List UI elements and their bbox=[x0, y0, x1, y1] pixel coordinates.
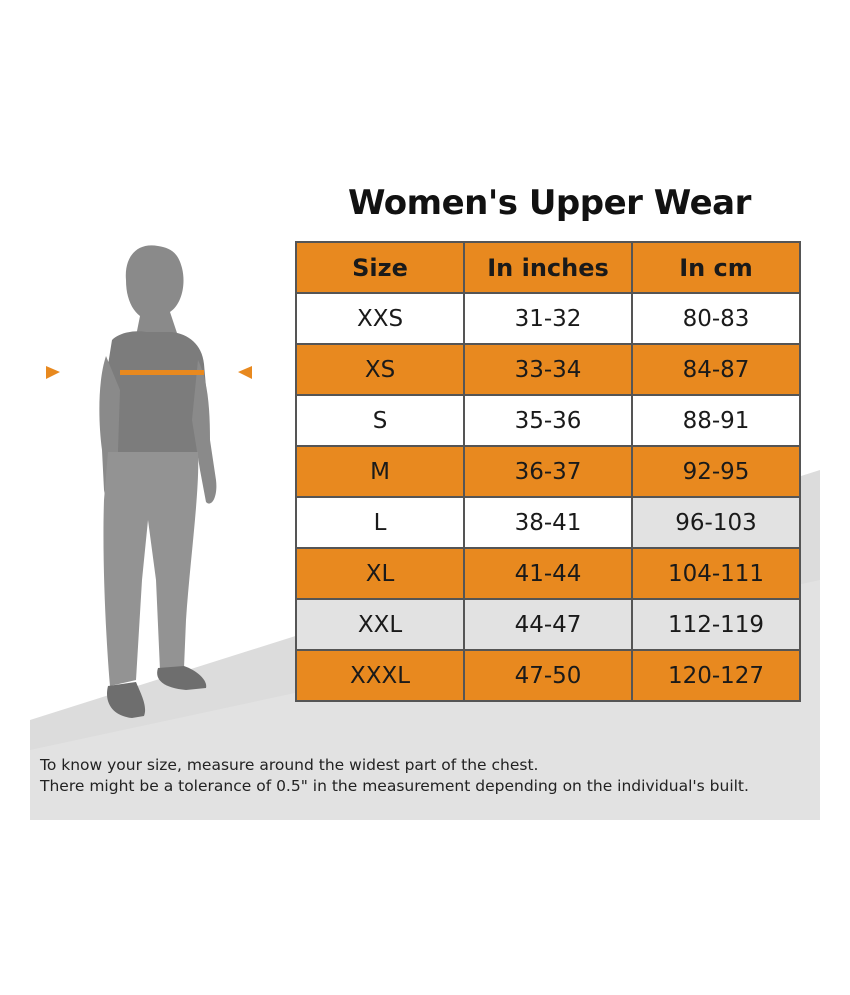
inches-cell: 38-41 bbox=[463, 496, 633, 549]
size-cell: XXXL bbox=[295, 649, 465, 702]
woman-silhouette-icon bbox=[46, 245, 252, 718]
cm-cell: 80-83 bbox=[631, 292, 801, 345]
inches-cell: 41-44 bbox=[463, 547, 633, 600]
cm-cell: 84-87 bbox=[631, 343, 801, 396]
table-row: S 35-36 88-91 bbox=[295, 394, 801, 447]
inches-cell: 36-37 bbox=[463, 445, 633, 498]
size-cell: XXL bbox=[295, 598, 465, 651]
note-line-2: There might be a tolerance of 0.5" in th… bbox=[40, 777, 749, 795]
size-cell: XS bbox=[295, 343, 465, 396]
table-row: XXXL 47-50 120-127 bbox=[295, 649, 801, 702]
header-inches: In inches bbox=[463, 241, 633, 294]
size-cell: L bbox=[295, 496, 465, 549]
table-row: XS 33-34 84-87 bbox=[295, 343, 801, 396]
size-cell: XXS bbox=[295, 292, 465, 345]
cm-cell: 112-119 bbox=[631, 598, 801, 651]
cm-cell: 92-95 bbox=[631, 445, 801, 498]
inches-cell: 47-50 bbox=[463, 649, 633, 702]
cm-cell: 96-103 bbox=[631, 496, 801, 549]
measurement-notes: To know your size, measure around the wi… bbox=[40, 755, 749, 797]
inches-cell: 44-47 bbox=[463, 598, 633, 651]
table-row: XL 41-44 104-111 bbox=[295, 547, 801, 600]
inches-cell: 31-32 bbox=[463, 292, 633, 345]
cm-cell: 88-91 bbox=[631, 394, 801, 447]
cm-cell: 104-111 bbox=[631, 547, 801, 600]
size-cell: S bbox=[295, 394, 465, 447]
note-line-1: To know your size, measure around the wi… bbox=[40, 756, 539, 774]
table-row: L 38-41 96-103 bbox=[295, 496, 801, 549]
table-row: XXL 44-47 112-119 bbox=[295, 598, 801, 651]
size-cell: M bbox=[295, 445, 465, 498]
inches-cell: 35-36 bbox=[463, 394, 633, 447]
size-chart-table: Size In inches In cm XXS 31-32 80-83 XS … bbox=[295, 241, 801, 702]
page-title: Women's Upper Wear bbox=[348, 183, 751, 223]
header-size: Size bbox=[295, 241, 465, 294]
table-row: XXS 31-32 80-83 bbox=[295, 292, 801, 345]
size-cell: XL bbox=[295, 547, 465, 600]
inches-cell: 33-34 bbox=[463, 343, 633, 396]
header-cm: In cm bbox=[631, 241, 801, 294]
table-row: M 36-37 92-95 bbox=[295, 445, 801, 498]
arrow-marker-icon bbox=[238, 366, 252, 379]
arrow-marker-icon bbox=[46, 366, 60, 379]
table-header-row: Size In inches In cm bbox=[295, 241, 801, 294]
cm-cell: 120-127 bbox=[631, 649, 801, 702]
